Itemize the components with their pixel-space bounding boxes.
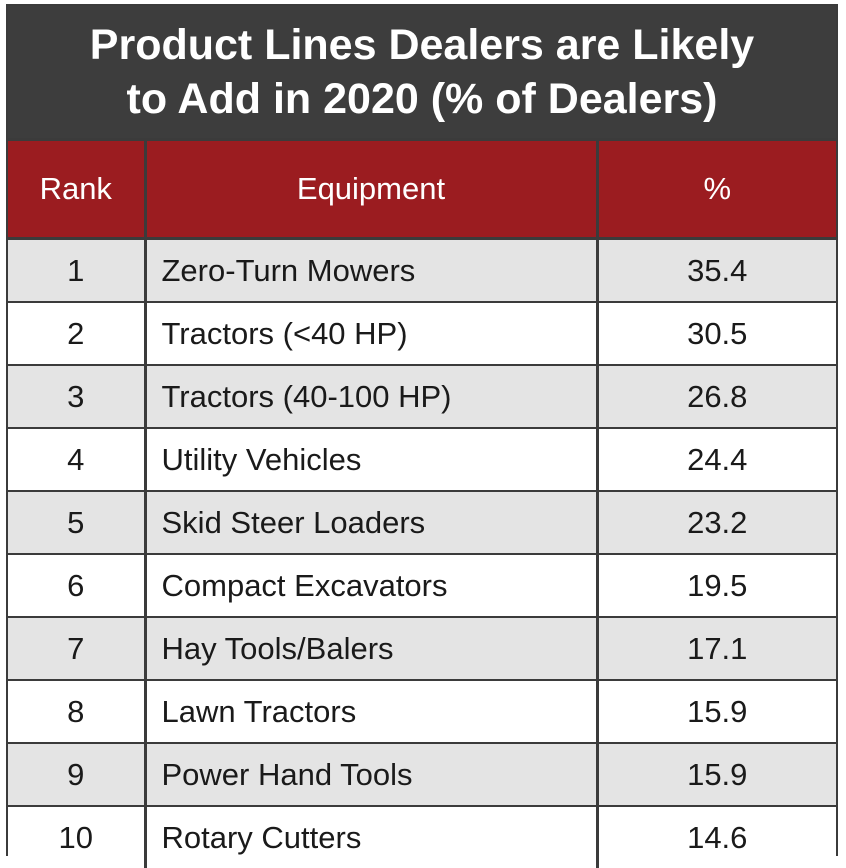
header-equipment: Equipment — [143, 138, 597, 240]
rank-cell: 4 — [8, 427, 145, 491]
equipment-cell: Skid Steer Loaders — [143, 490, 597, 554]
equipment-cell: Compact Excavators — [143, 553, 597, 617]
percent-cell: 17.1 — [595, 616, 836, 680]
header-rank: Rank — [8, 138, 145, 240]
percent-cell: 15.9 — [595, 742, 836, 806]
equipment-cell: Power Hand Tools — [143, 742, 597, 806]
equipment-cell: Lawn Tractors — [143, 679, 597, 743]
table-row: 3 Tractors (40-100 HP) 26.8 — [8, 364, 836, 428]
percent-cell: 24.4 — [595, 427, 836, 491]
table-frame: Product Lines Dealers are Likely to Add … — [6, 4, 838, 868]
table-row: 5 Skid Steer Loaders 23.2 — [8, 490, 836, 554]
table-row: 10 Rotary Cutters 14.6 — [8, 805, 836, 868]
percent-cell: 30.5 — [595, 301, 836, 365]
table-row: 9 Power Hand Tools 15.9 — [8, 742, 836, 806]
table-row: 1 Zero-Turn Mowers 35.4 — [8, 237, 836, 302]
table-row: 7 Hay Tools/Balers 17.1 — [8, 616, 836, 680]
percent-cell: 15.9 — [595, 679, 836, 743]
equipment-cell: Utility Vehicles — [143, 427, 597, 491]
equipment-cell: Tractors (40-100 HP) — [143, 364, 597, 428]
equipment-cell: Hay Tools/Balers — [143, 616, 597, 680]
table-row: 8 Lawn Tractors 15.9 — [8, 679, 836, 743]
rank-cell: 1 — [8, 237, 145, 302]
header-row: Rank Equipment % — [8, 138, 836, 240]
data-table: Rank Equipment % 1 Zero-Turn Mowers 35.4… — [8, 138, 836, 868]
rank-cell: 5 — [8, 490, 145, 554]
equipment-cell: Zero-Turn Mowers — [143, 237, 597, 302]
rank-cell: 8 — [8, 679, 145, 743]
percent-cell: 19.5 — [595, 553, 836, 617]
rank-cell: 10 — [8, 805, 145, 868]
percent-cell: 35.4 — [595, 237, 836, 302]
percent-cell: 26.8 — [595, 364, 836, 428]
equipment-cell: Rotary Cutters — [143, 805, 597, 868]
equipment-cell: Tractors (<40 HP) — [143, 301, 597, 365]
rank-cell: 2 — [8, 301, 145, 365]
rank-cell: 9 — [8, 742, 145, 806]
rank-cell: 3 — [8, 364, 145, 428]
rank-cell: 7 — [8, 616, 145, 680]
table-row: 6 Compact Excavators 19.5 — [8, 553, 836, 617]
table-row: 4 Utility Vehicles 24.4 — [8, 427, 836, 491]
table-row: 2 Tractors (<40 HP) 30.5 — [8, 301, 836, 365]
percent-cell: 14.6 — [595, 805, 836, 868]
percent-cell: 23.2 — [595, 490, 836, 554]
rank-cell: 6 — [8, 553, 145, 617]
header-percent: % — [595, 138, 836, 240]
table-title: Product Lines Dealers are Likely to Add … — [8, 6, 836, 138]
